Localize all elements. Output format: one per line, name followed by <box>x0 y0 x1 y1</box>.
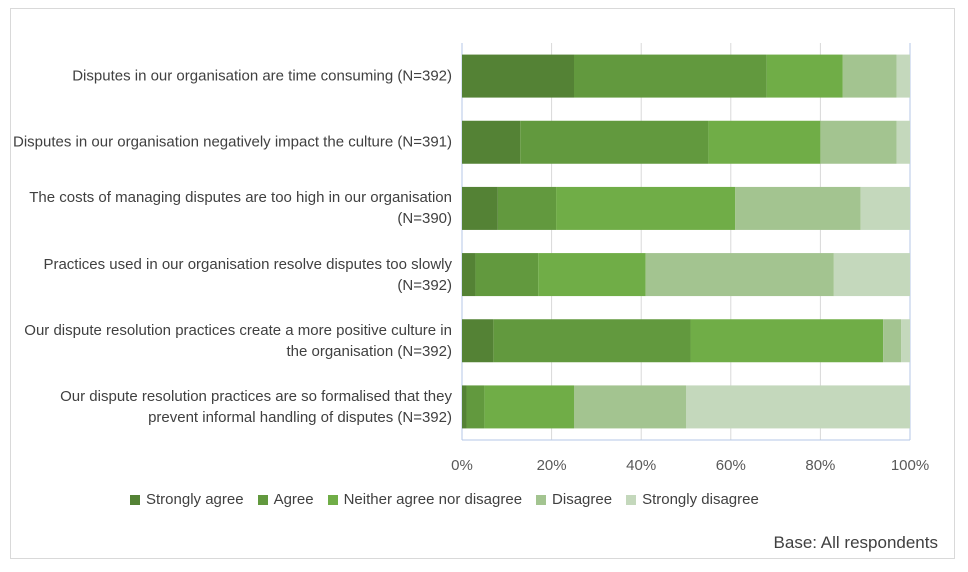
legend-label: Strongly agree <box>146 491 244 508</box>
bar-segment <box>538 253 646 297</box>
legend-swatch <box>536 494 547 505</box>
bar-segment <box>462 54 574 98</box>
legend-label: Neither agree nor disagree <box>343 491 523 508</box>
bar-segment <box>735 186 861 230</box>
category-label: Our dispute resolution practices create … <box>24 321 452 360</box>
bar-segment <box>842 54 897 98</box>
bar-segment <box>493 319 691 363</box>
x-tick-label: 0% <box>451 457 473 474</box>
footnote: Base: All respondents <box>773 533 938 552</box>
bar-segment <box>574 385 686 429</box>
bar-segment <box>466 385 485 429</box>
category-label: Our dispute resolution practices are so … <box>60 387 452 426</box>
legend-item: Strongly agree <box>130 491 244 508</box>
chart-frame <box>10 8 955 559</box>
bar-segment <box>820 120 897 164</box>
category-label: Disputes in our organisation negatively … <box>13 133 452 151</box>
x-tick-label: 80% <box>805 457 835 474</box>
bar-segment <box>556 186 736 230</box>
bar-segment <box>883 319 902 363</box>
bar-segment <box>462 319 494 363</box>
legend-label: Agree <box>273 491 314 508</box>
bar-segment <box>896 54 910 98</box>
bar-segment <box>462 253 476 297</box>
bar-segment <box>574 54 767 98</box>
bar-segment <box>645 253 834 297</box>
legend-item: Disagree <box>536 491 612 508</box>
category-label: The costs of managing disputes are too h… <box>29 189 452 228</box>
bar-segment <box>497 186 557 230</box>
bar-segment <box>686 385 910 429</box>
bar-segment <box>484 385 574 429</box>
legend-swatch <box>626 494 637 505</box>
legend-swatch <box>327 494 338 505</box>
legend-item: Neither agree nor disagree <box>327 491 523 508</box>
bar-segment <box>462 120 521 164</box>
bar-segment <box>901 319 910 363</box>
legend-swatch <box>130 494 140 505</box>
legend-label: Disagree <box>552 491 613 508</box>
bar-segment <box>475 253 539 297</box>
bar-segment <box>896 120 910 164</box>
legend: Strongly agree Agree Neither agree nor dis… <box>130 491 759 508</box>
x-tick-label: 20% <box>537 457 567 474</box>
bar-segment <box>860 186 910 230</box>
legend-item: Agree <box>257 491 314 508</box>
x-tick-label: 40% <box>626 457 656 474</box>
bar-segment <box>833 253 910 297</box>
x-tick-label: 100% <box>891 457 929 474</box>
legend-label: Strongly disagree <box>642 491 759 508</box>
category-label: Disputes in our organisation are time co… <box>72 67 452 85</box>
bar-segment <box>708 120 821 164</box>
bar-segment <box>462 186 498 230</box>
x-tick-label: 60% <box>716 457 746 474</box>
bar-segment <box>766 54 843 98</box>
bar-segment <box>690 319 884 363</box>
bar-segment <box>520 120 709 164</box>
category-label: Practices used in our organisation resol… <box>43 255 452 294</box>
legend-swatch <box>257 494 268 505</box>
bar-segment <box>462 385 467 429</box>
legend-item: Strongly disagree <box>626 491 759 508</box>
